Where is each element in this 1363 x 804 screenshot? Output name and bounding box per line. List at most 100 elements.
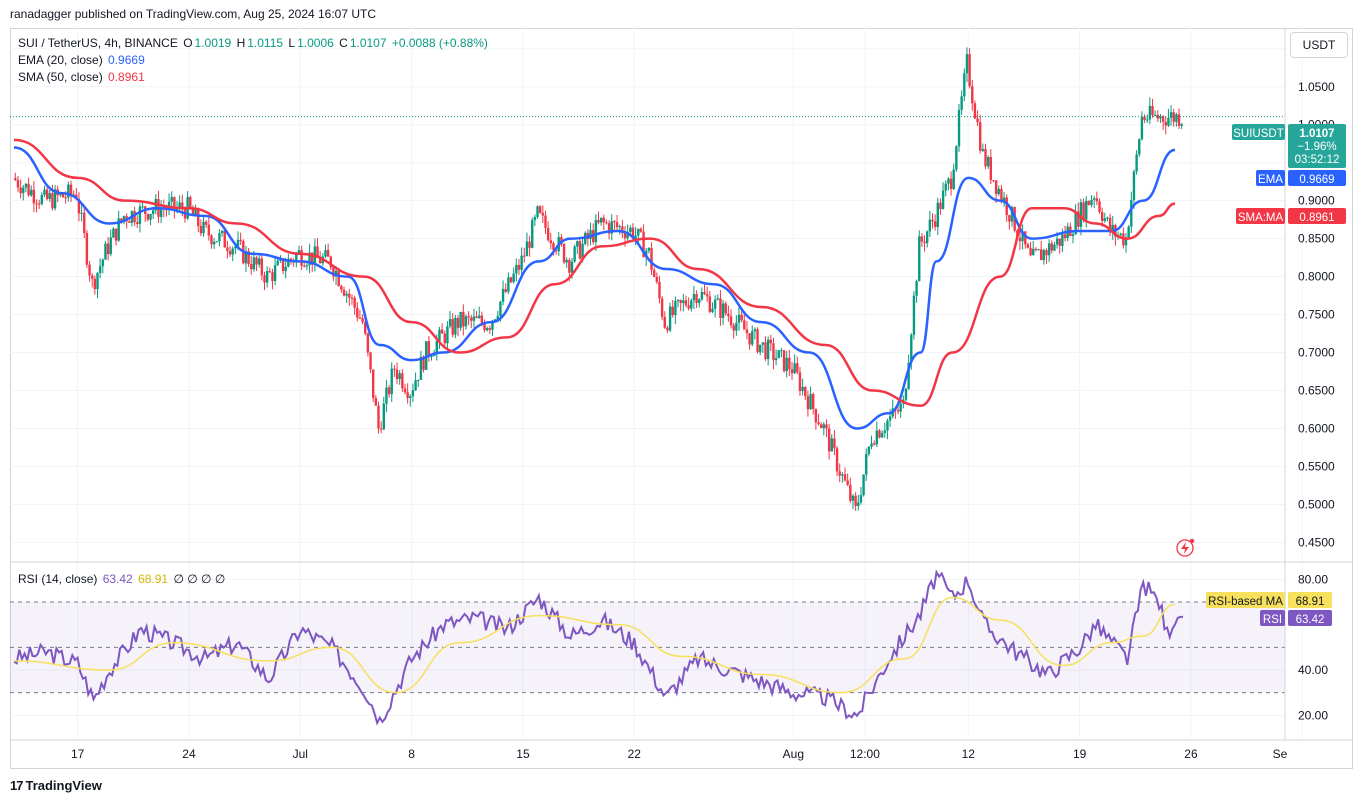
- time-tick-label: Se: [1273, 747, 1288, 761]
- candle: [833, 438, 836, 449]
- candle: [637, 228, 640, 236]
- candle: [1132, 171, 1136, 200]
- candle: [411, 390, 415, 397]
- candle: [88, 264, 91, 276]
- symbol-badge-text: SUIUSDT: [1233, 128, 1283, 140]
- candle: [621, 226, 624, 234]
- sma-name-badge: SMA:MA: [1236, 208, 1285, 224]
- candle: [1175, 114, 1178, 122]
- candle: [27, 183, 30, 196]
- price-tick-label: 0.5000: [1298, 497, 1335, 511]
- candle: [303, 265, 306, 267]
- candle: [207, 224, 211, 236]
- candle: [462, 311, 465, 327]
- candle: [1085, 200, 1088, 220]
- candle: [1010, 207, 1014, 222]
- candle: [348, 293, 351, 298]
- candle: [809, 393, 812, 410]
- candle: [1032, 248, 1035, 256]
- price-tick-label: 0.5500: [1298, 459, 1335, 473]
- candle: [390, 368, 393, 395]
- candle: [761, 342, 765, 345]
- rsi-ma-value-badge-text: 68.91: [1296, 596, 1325, 608]
- candle: [984, 149, 987, 167]
- candle: [642, 231, 645, 258]
- candle: [90, 275, 94, 279]
- symbol-badge: SUIUSDT: [1232, 124, 1285, 140]
- candle: [1156, 114, 1160, 119]
- candle: [865, 453, 868, 475]
- candle: [663, 316, 666, 328]
- candle: [660, 298, 664, 317]
- candle: [976, 118, 979, 123]
- candle: [1127, 226, 1130, 239]
- candle: [923, 241, 926, 244]
- candle: [679, 300, 682, 304]
- candle: [308, 252, 311, 266]
- candle: [488, 328, 492, 330]
- candle: [965, 54, 969, 74]
- candle: [48, 193, 51, 199]
- candle: [1153, 114, 1157, 116]
- candle: [546, 227, 550, 241]
- candle: [1000, 188, 1003, 201]
- candle: [371, 369, 375, 398]
- candle: [106, 243, 110, 255]
- candle: [1159, 116, 1162, 119]
- candle: [80, 212, 83, 214]
- candle: [181, 202, 184, 210]
- candle: [234, 246, 237, 249]
- candle: [311, 252, 314, 265]
- candle: [287, 258, 290, 267]
- candle: [1002, 197, 1006, 201]
- candle: [1024, 231, 1027, 245]
- candle: [1100, 211, 1104, 221]
- sma-line: [13, 138, 1176, 407]
- candle: [414, 380, 417, 391]
- candle: [1055, 238, 1059, 245]
- candle: [544, 215, 547, 228]
- rsi-ma-name-badge-text: RSI-based MA: [1208, 596, 1283, 608]
- candle: [1124, 238, 1128, 246]
- candle: [443, 333, 446, 344]
- price-tick-label: 0.4500: [1298, 535, 1335, 549]
- lightning-icon[interactable]: [1176, 538, 1195, 557]
- candle: [862, 474, 865, 496]
- candle: [284, 266, 287, 272]
- candle: [777, 350, 780, 359]
- candle: [939, 202, 942, 209]
- candle: [944, 183, 947, 191]
- candle: [1029, 247, 1032, 256]
- tradingview-brand[interactable]: 17 TradingView: [10, 778, 102, 793]
- candle: [223, 230, 226, 248]
- close-value: 1.0107: [349, 36, 387, 50]
- candle: [451, 319, 454, 335]
- candle: [1053, 244, 1056, 251]
- price-tick-label: 0.7000: [1298, 346, 1335, 360]
- candle: [703, 292, 706, 295]
- candle: [562, 244, 566, 263]
- candle: [655, 276, 659, 282]
- price-tick-label: 0.8000: [1298, 270, 1335, 284]
- candle: [915, 281, 918, 296]
- candle: [93, 278, 97, 290]
- ema-value-badge-bg: [1288, 170, 1346, 186]
- candle: [806, 396, 810, 410]
- price-tick-label: 0.6500: [1298, 384, 1335, 398]
- candle: [244, 251, 248, 264]
- candle: [364, 322, 367, 334]
- candle: [385, 387, 388, 404]
- candle: [197, 209, 200, 226]
- last-price-badge-bg: [1288, 124, 1346, 168]
- candle: [257, 258, 261, 265]
- candle: [947, 178, 950, 184]
- candle: [705, 294, 709, 297]
- candle: [507, 277, 510, 292]
- candle: [652, 270, 656, 277]
- high-value: 1.0115: [247, 36, 284, 50]
- currency-button[interactable]: USDT: [1290, 32, 1348, 58]
- candlestick-series: [14, 47, 1183, 511]
- candle: [398, 373, 401, 380]
- candle: [1045, 250, 1048, 256]
